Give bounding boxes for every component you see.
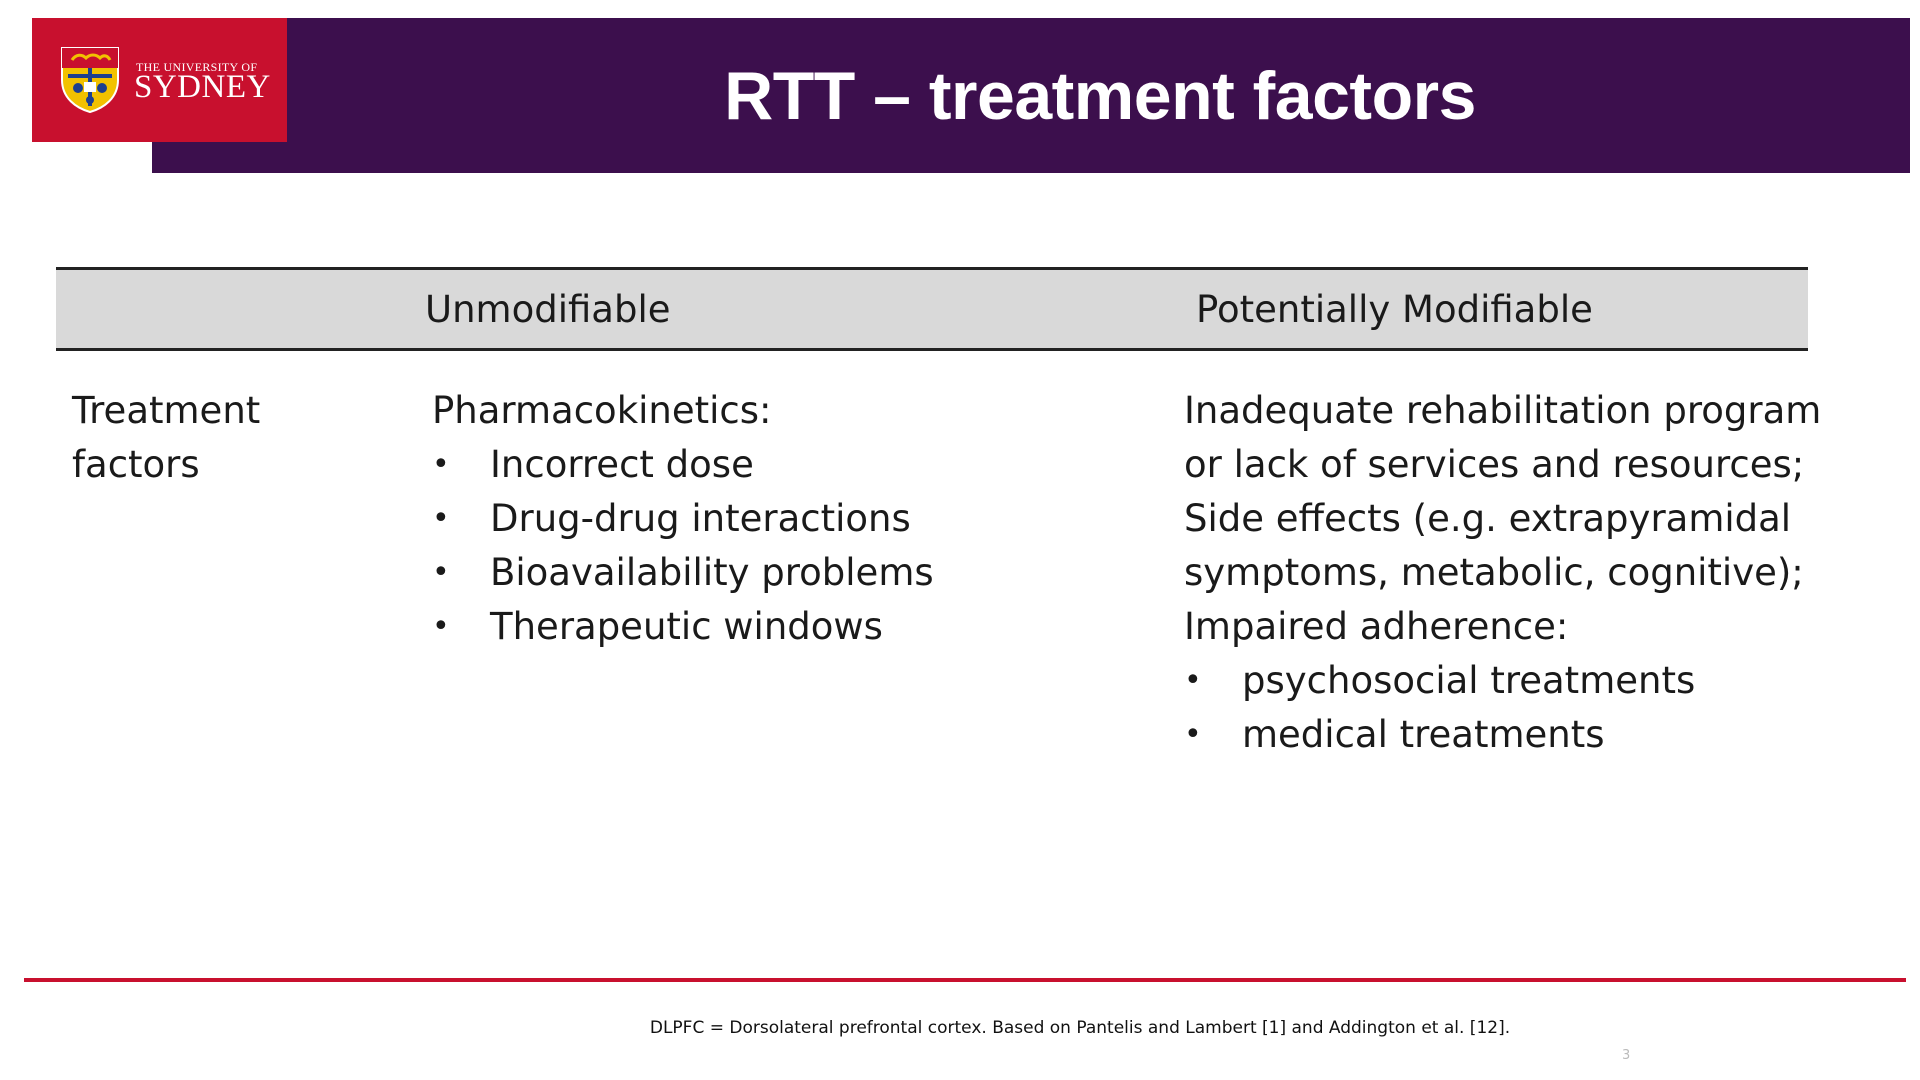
header-band	[152, 18, 1910, 173]
modifiable-line: Impaired adherence:	[1184, 605, 1569, 648]
list-item-text: Therapeutic windows	[490, 605, 883, 648]
modifiable-line: Side effects (e.g. extrapyramidal	[1184, 497, 1792, 540]
footer-divider	[24, 978, 1906, 982]
bullet-icon: •	[432, 447, 450, 482]
table-header-row: Unmodifiable Potentially Modifiable	[56, 267, 1808, 351]
header-unmodifiable: Unmodifiable	[425, 287, 671, 331]
bullet-icon: •	[432, 609, 450, 644]
header-potentially-modifiable: Potentially Modifiable	[1196, 287, 1593, 331]
list-item: • medical treatments	[1184, 708, 1824, 762]
university-logo: THE UNIVERSITY OF SYDNEY	[32, 18, 287, 142]
row-label-line: factors	[72, 443, 200, 486]
row-label: Treatment factors	[72, 384, 372, 492]
slide-title: RTT – treatment factors	[724, 57, 1476, 134]
list-item-text: Drug-drug interactions	[490, 497, 911, 540]
bullet-icon: •	[432, 555, 450, 590]
list-item: • psychosocial treatments	[1184, 654, 1824, 708]
bullet-icon: •	[432, 501, 450, 536]
footnote: DLPFC = Dorsolateral prefrontal cortex. …	[649, 1018, 1511, 1038]
list-item: • Incorrect dose	[432, 438, 1132, 492]
list-item: • Bioavailability problems	[432, 546, 1132, 600]
list-item: • Drug-drug interactions	[432, 492, 1132, 546]
list-item-text: Bioavailability problems	[490, 551, 934, 594]
bullet-icon: •	[1184, 663, 1202, 698]
modifiable-line: or lack of services and resources;	[1184, 443, 1805, 486]
logo-text-sydney: SYDNEY	[134, 69, 271, 105]
modifiable-cell: Inadequate rehabilitation program or lac…	[1184, 384, 1824, 762]
list-item-text: Incorrect dose	[490, 443, 754, 486]
modifiable-line: Inadequate rehabilitation program	[1184, 389, 1822, 432]
crest-icon	[61, 47, 119, 114]
list-item-text: medical treatments	[1242, 713, 1605, 756]
bullet-icon: •	[1184, 717, 1202, 752]
list-item-text: psychosocial treatments	[1242, 659, 1696, 702]
logo-text-top: THE UNIVERSITY OF	[136, 60, 258, 74]
pharmacokinetics-heading: Pharmacokinetics:	[432, 389, 772, 432]
modifiable-line: symptoms, metabolic, cognitive);	[1184, 551, 1804, 594]
row-label-line: Treatment	[72, 389, 261, 432]
unmodifiable-cell: Pharmacokinetics: • Incorrect dose • Dru…	[432, 384, 1132, 654]
list-item: • Therapeutic windows	[432, 600, 1132, 654]
page-number: 3	[1622, 1048, 1631, 1063]
